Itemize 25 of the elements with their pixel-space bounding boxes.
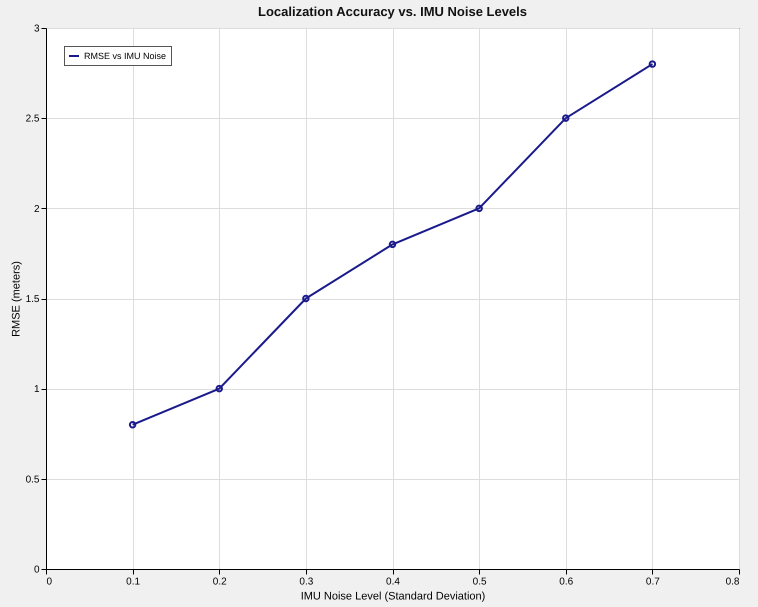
point xyxy=(388,240,396,248)
y-tick-label: 1.5 xyxy=(26,294,40,305)
y-tick-label: 0.5 xyxy=(26,474,40,486)
x-tick-label: 0.7 xyxy=(646,576,660,588)
y-tick-label: 0 xyxy=(34,564,40,576)
y-tick-label: 2.5 xyxy=(26,114,40,125)
legend-label: RMSE vs IMU Noise xyxy=(84,51,166,61)
x-tick-label: 0.8 xyxy=(726,576,740,588)
x-tick-label: 0.2 xyxy=(212,576,228,588)
y-tick-label: 2 xyxy=(34,204,40,215)
x-tick-label: 0 xyxy=(46,576,52,588)
point xyxy=(475,204,483,212)
chart-title: Localization Accuracy vs. IMU Noise Levels xyxy=(258,4,528,19)
point xyxy=(562,114,570,122)
x-tick-label: 0.3 xyxy=(299,576,314,588)
y-tick-label: 1 xyxy=(34,384,40,396)
point xyxy=(302,294,310,302)
x-tick-label: 0.6 xyxy=(559,576,574,588)
point xyxy=(216,384,223,392)
x-tick-label: 0.1 xyxy=(126,576,141,588)
x-tick-label: 0.5 xyxy=(472,576,488,588)
y-tick-label: 3 xyxy=(34,24,40,34)
y-axis-title: RMSE (meters) xyxy=(10,261,23,337)
x-axis-title: IMU Noise Level (Standard Deviation) xyxy=(300,590,486,602)
x-tick-label: 0.4 xyxy=(386,576,400,588)
